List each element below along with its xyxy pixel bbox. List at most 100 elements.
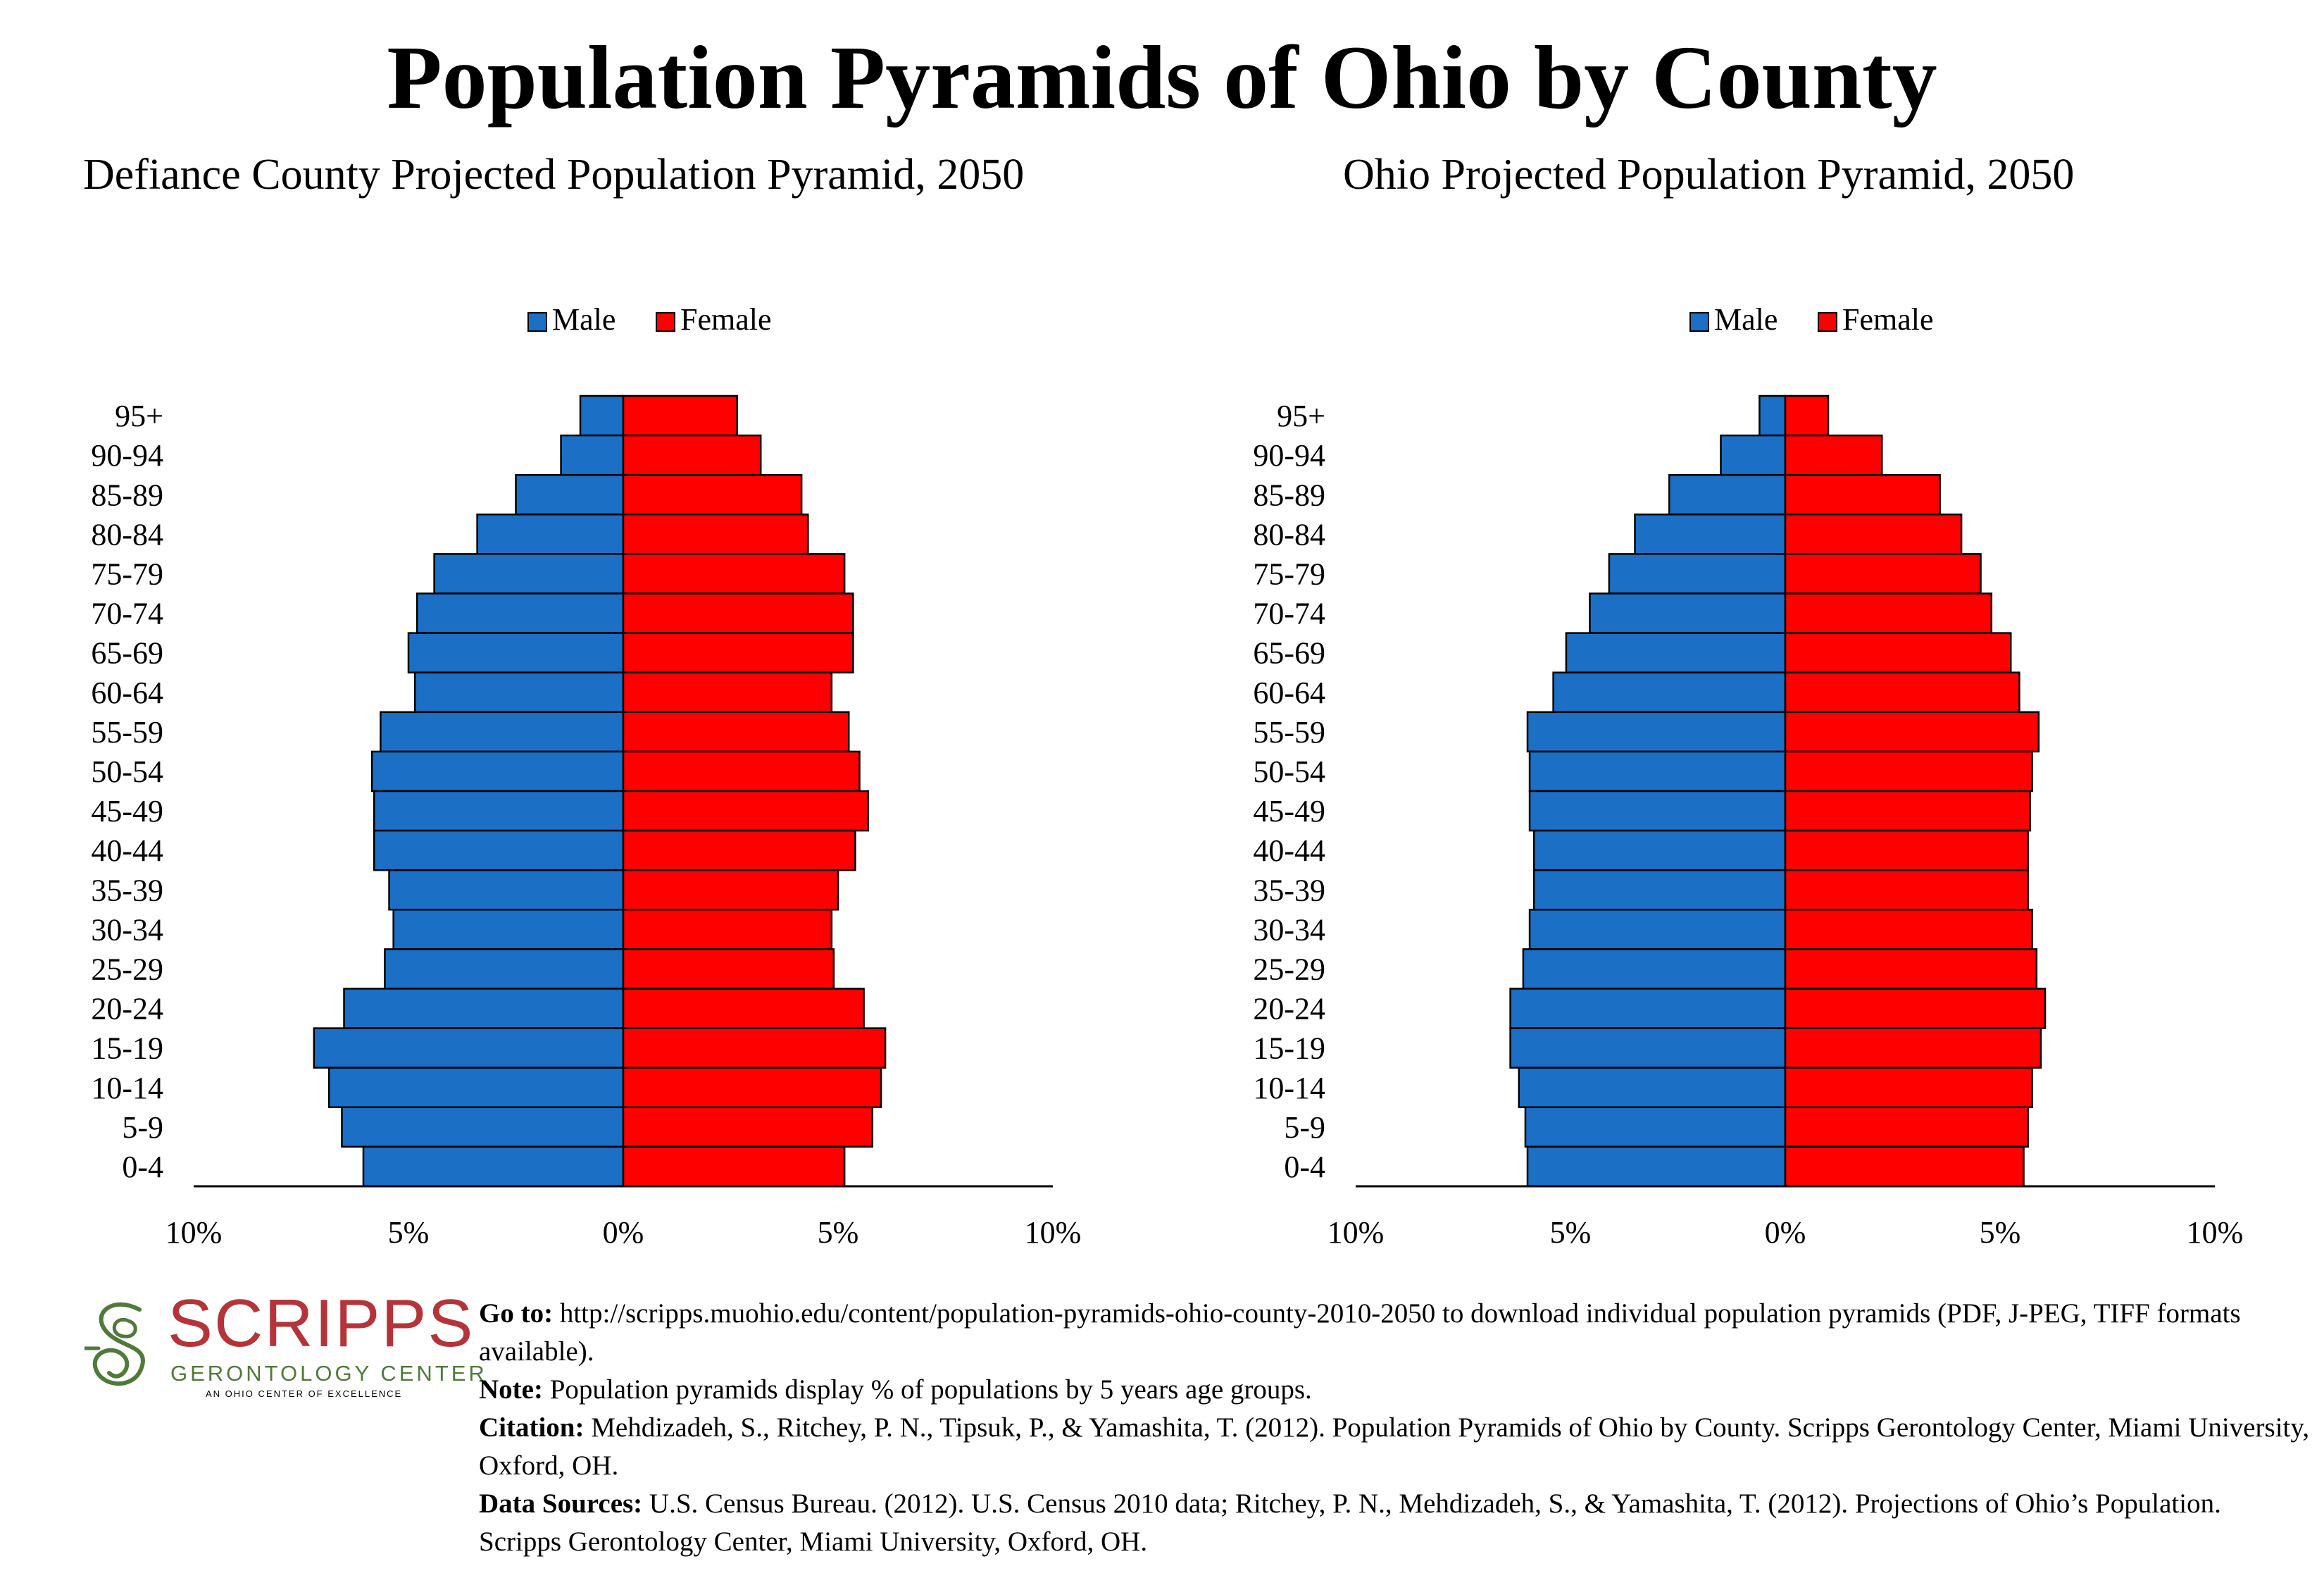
defiance-age-label: 50-54 xyxy=(91,754,163,789)
defiance-bar-male xyxy=(433,553,625,595)
ohio-age-label: 90-94 xyxy=(1253,438,1325,473)
ohio-bar-male xyxy=(1532,829,1787,871)
defiance-bar-male xyxy=(380,711,625,753)
ohio-bar-female xyxy=(1784,671,2020,714)
chart-title-defiance: Defiance County Projected Population Pyr… xyxy=(83,151,1025,199)
defiance-age-label: 80-84 xyxy=(91,517,163,552)
defiance-legend-male-label: Male xyxy=(552,302,616,337)
ohio-age-label: 60-64 xyxy=(1253,676,1325,710)
defiance-x-tick-label: 10% xyxy=(165,1215,223,1250)
ohio-bar-female xyxy=(1784,394,1830,437)
ohio-age-label: 80-84 xyxy=(1253,517,1325,552)
defiance-bar-male xyxy=(515,473,625,516)
logo-wordmark: SCRIPPS xyxy=(168,1286,475,1361)
ohio-bar-female xyxy=(1784,1067,2033,1109)
ohio-bar-male xyxy=(1509,1027,1787,1069)
defiance-age-label: 15-19 xyxy=(91,1031,163,1066)
defiance-bar-female xyxy=(622,514,809,555)
ohio-bar-female xyxy=(1784,632,2012,673)
defiance-bar-female xyxy=(622,711,850,753)
pyramid-chart-ohio: Male Female 95+ 90-94 85-89 80-84 75-79 70-74 65… xyxy=(1253,302,2243,1250)
ohio-age-label: 15-19 xyxy=(1253,1031,1325,1066)
defiance-bar-female xyxy=(622,790,869,832)
defiance-bar-male xyxy=(370,750,625,792)
ohio-bar-male xyxy=(1518,1067,1787,1109)
ohio-bar-male xyxy=(1634,514,1787,555)
defiance-legend-male-swatch xyxy=(527,312,547,332)
ohio-bar-female xyxy=(1784,790,2031,832)
ohio-bar-female xyxy=(1784,514,1963,555)
scripps-logo: SCRIPPS GERONTOLOGY CENTER AN OHIO CENTE… xyxy=(85,1288,485,1405)
scripps-logo-mark-icon xyxy=(85,1302,145,1386)
defiance-x-tick-label: 10% xyxy=(1025,1215,1082,1250)
defiance-bar-female xyxy=(622,1106,874,1148)
ohio-age-label: 20-24 xyxy=(1253,992,1325,1026)
ohio-age-label: 75-79 xyxy=(1253,557,1325,591)
defiance-bar-male xyxy=(373,829,625,871)
defiance-age-label: 25-29 xyxy=(91,952,163,986)
defiance-age-label: 5-9 xyxy=(122,1110,163,1145)
ohio-age-label: 10-14 xyxy=(1253,1071,1325,1105)
defiance-bar-male xyxy=(392,909,625,950)
ohio-age-label: 45-49 xyxy=(1253,794,1325,828)
page-title: Population Pyramids of Ohio by County xyxy=(387,27,1937,128)
citation-note: Citation: Mehdizadeh, S., Ritchey, P. N.… xyxy=(479,1409,2310,1485)
ohio-bar-male xyxy=(1758,394,1787,437)
ohio-bar-male xyxy=(1589,592,1787,634)
ohio-age-label: 40-44 xyxy=(1253,833,1325,868)
defiance-age-label: 0-4 xyxy=(122,1150,163,1184)
sources-note: Data Sources: U.S. Census Bureau. (2012)… xyxy=(479,1485,2310,1561)
pyramid-chart-defiance: Male Female 95+ 90-94 85-89 80-84 75-79 70-74 65… xyxy=(91,302,1082,1250)
defiance-bar-male xyxy=(476,514,625,555)
goto-text: http://scripps.muohio.edu/content/popula… xyxy=(479,1298,2241,1367)
sources-label: Data Sources: xyxy=(479,1488,643,1519)
defiance-bar-female xyxy=(622,948,835,990)
defiance-legend-female-swatch xyxy=(656,312,675,332)
defiance-bar-male xyxy=(327,1067,625,1109)
ohio-bar-female xyxy=(1784,988,2047,1029)
defiance-bar-male xyxy=(579,394,625,437)
defiance-age-label: 95+ xyxy=(115,399,163,433)
ohio-bar-female xyxy=(1784,948,2038,990)
ohio-bar-female xyxy=(1784,1106,2029,1148)
ohio-bar-female xyxy=(1784,473,1941,516)
ohio-bar-female xyxy=(1784,1027,2042,1069)
defiance-bar-male xyxy=(413,671,625,714)
ohio-bar-female xyxy=(1784,1145,2025,1188)
defiance-bar-female xyxy=(622,1027,887,1069)
chart-title-ohio: Ohio Projected Population Pyramid, 2050 xyxy=(1343,151,2075,199)
defiance-bar-male xyxy=(373,790,625,832)
ohio-age-label: 85-89 xyxy=(1253,478,1325,512)
defiance-bar-female xyxy=(622,632,854,673)
defiance-bar-female xyxy=(622,750,861,792)
defiance-x-tick-label: 0% xyxy=(603,1215,644,1250)
ohio-legend-female-label: Female xyxy=(1842,302,1934,337)
defiance-bar-female xyxy=(622,1067,882,1109)
ohio-bar-male xyxy=(1532,869,1787,911)
ohio-bar-male xyxy=(1524,1106,1787,1148)
defiance-bar-male xyxy=(388,869,625,911)
defiance-age-label: 75-79 xyxy=(91,557,163,591)
defiance-age-label: 40-44 xyxy=(91,833,163,868)
ohio-bar-male xyxy=(1522,948,1787,990)
ohio-legend: Male Female xyxy=(1689,302,1934,337)
defiance-x-tick-label: 5% xyxy=(388,1215,430,1250)
note-text: Population pyramids display % of populat… xyxy=(549,1374,1312,1405)
citation-text: Mehdizadeh, S., Ritchey, P. N., Tipsuk, … xyxy=(479,1412,2310,1481)
defiance-age-label: 60-64 xyxy=(91,676,163,710)
defiance-age-label: 65-69 xyxy=(91,636,163,671)
defiance-bar-female xyxy=(622,553,846,595)
defiance-legend-female-label: Female xyxy=(680,302,772,337)
ohio-bar-female xyxy=(1784,750,2033,792)
defiance-bar-male xyxy=(341,1106,625,1148)
defiance-age-label: 30-34 xyxy=(91,912,163,947)
ohio-bar-female xyxy=(1784,711,2040,753)
ohio-legend-male-swatch xyxy=(1689,312,1709,332)
footer-notes: Go to: http://scripps.muohio.edu/content… xyxy=(479,1295,2310,1561)
defiance-age-label: 35-39 xyxy=(91,873,163,907)
ohio-bar-male xyxy=(1528,909,1787,950)
logo-subtitle: GERONTOLOGY CENTER xyxy=(170,1361,487,1386)
ohio-bar-female xyxy=(1784,869,2029,911)
defiance-bar-female xyxy=(622,909,833,950)
ohio-bar-male xyxy=(1552,671,1787,714)
